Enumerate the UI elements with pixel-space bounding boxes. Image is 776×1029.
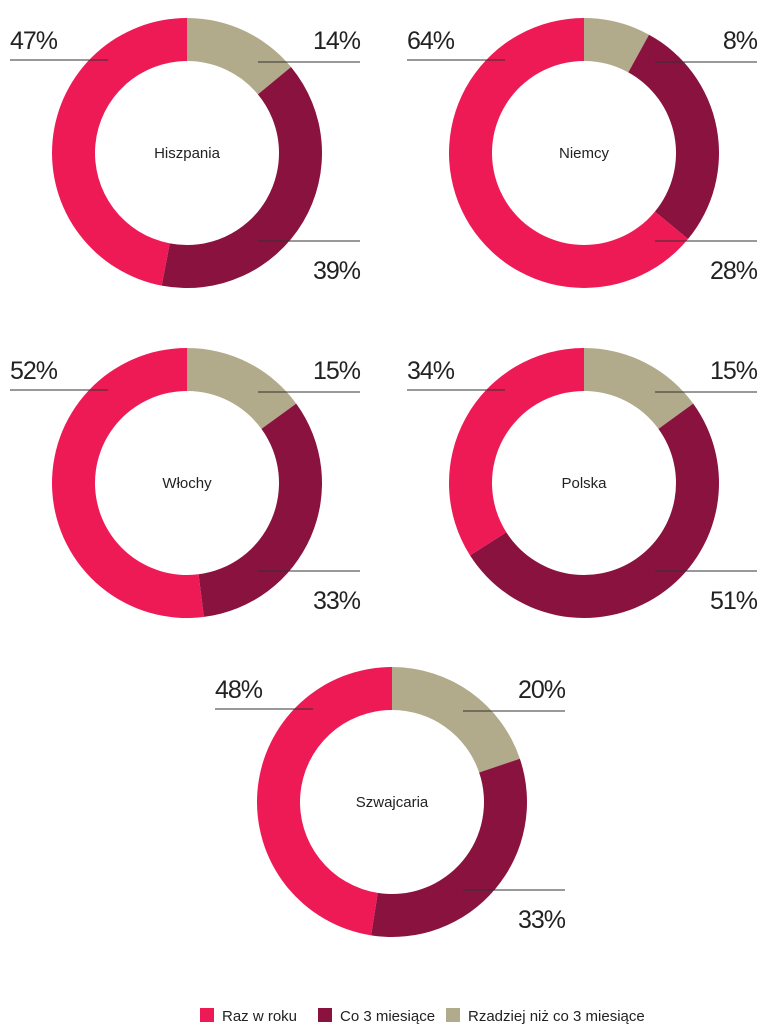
data-label: 39%: [313, 257, 361, 285]
legend-swatch: [446, 1008, 460, 1022]
data-label: 15%: [710, 357, 758, 385]
data-label: 47%: [10, 27, 58, 55]
donut-segment: [161, 66, 322, 289]
donut-segment: [449, 348, 584, 556]
donut-segment: [448, 18, 689, 288]
donut-segment: [257, 667, 392, 936]
data-label: 8%: [723, 27, 758, 55]
legend-label: Co 3 miesiące: [340, 1008, 435, 1025]
data-label: 20%: [518, 676, 566, 704]
legend-swatch: [200, 1008, 214, 1022]
legend-label: Raz w roku: [222, 1008, 297, 1025]
donut-segment: [392, 667, 520, 773]
donut-segment: [371, 758, 527, 937]
donut-segment: [187, 348, 297, 429]
donut-segment: [470, 403, 720, 619]
data-label: 64%: [407, 27, 455, 55]
data-label: 34%: [407, 357, 455, 385]
chart-title: Polska: [561, 475, 607, 492]
data-label: 33%: [313, 587, 361, 615]
donut-segment: [187, 18, 292, 95]
chart-title: Włochy: [162, 475, 212, 492]
data-label: 14%: [313, 27, 361, 55]
legend-label: Rzadziej niż co 3 miesiące: [468, 1008, 645, 1025]
data-label: 33%: [518, 906, 566, 934]
chart-title: Szwajcaria: [356, 794, 429, 811]
legend-swatch: [318, 1008, 332, 1022]
donut-segment: [52, 18, 188, 286]
data-label: 28%: [710, 257, 758, 285]
donut-segment: [584, 18, 650, 73]
data-label: 48%: [215, 676, 263, 704]
donut-segment: [198, 403, 322, 617]
data-label: 52%: [10, 357, 58, 385]
donut-segment: [584, 348, 694, 429]
donut-segment: [628, 34, 719, 240]
donut-segment: [52, 348, 204, 618]
data-label: 51%: [710, 587, 758, 615]
chart-title: Hiszpania: [154, 145, 221, 162]
data-label: 15%: [313, 357, 361, 385]
chart-title: Niemcy: [559, 145, 610, 162]
